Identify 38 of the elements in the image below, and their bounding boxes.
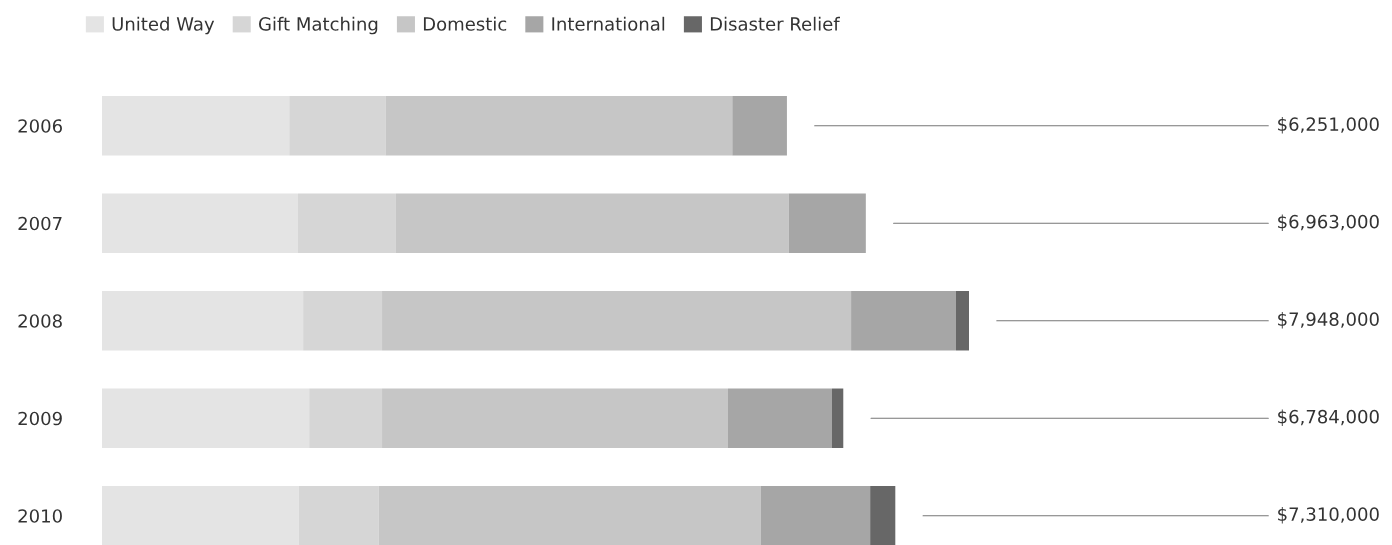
bar	[102, 193, 298, 253]
bar	[298, 486, 379, 545]
bar	[102, 486, 299, 545]
legend-label: Domestic	[423, 16, 507, 31]
y-tick-label: 2010	[18, 509, 62, 523]
bar	[102, 96, 290, 156]
bar	[102, 291, 304, 351]
bar	[851, 291, 956, 351]
bar	[956, 291, 969, 351]
bar	[732, 96, 787, 156]
y-tick-label: 2006	[18, 119, 62, 133]
text: $6,963,000	[1278, 214, 1379, 231]
bar	[382, 388, 728, 448]
y-tick-label: 2008	[18, 314, 62, 328]
bar	[832, 388, 844, 448]
legend-label: Gift Matching	[258, 16, 378, 35]
bar	[102, 388, 310, 448]
text: $6,251,000	[1278, 117, 1379, 134]
y-tick-label: 2009	[18, 411, 62, 426]
legend-label: International	[552, 16, 665, 31]
bar	[297, 193, 396, 253]
legend-label: Disaster Relief	[710, 16, 840, 31]
text: $7,310,000	[1278, 507, 1379, 524]
bar	[385, 96, 733, 156]
bar	[395, 193, 789, 253]
legend-label: United Way	[112, 16, 215, 35]
bar	[760, 486, 871, 545]
bar	[870, 486, 896, 545]
bar	[289, 96, 386, 156]
bar	[788, 193, 866, 253]
text: $7,948,000	[1278, 312, 1379, 329]
bar	[727, 388, 833, 448]
text: $6,784,000	[1278, 409, 1379, 426]
bar	[378, 486, 761, 545]
bar	[309, 388, 383, 448]
y-tick-label: 2007	[18, 216, 62, 231]
bar	[303, 291, 383, 351]
bar	[382, 291, 852, 351]
